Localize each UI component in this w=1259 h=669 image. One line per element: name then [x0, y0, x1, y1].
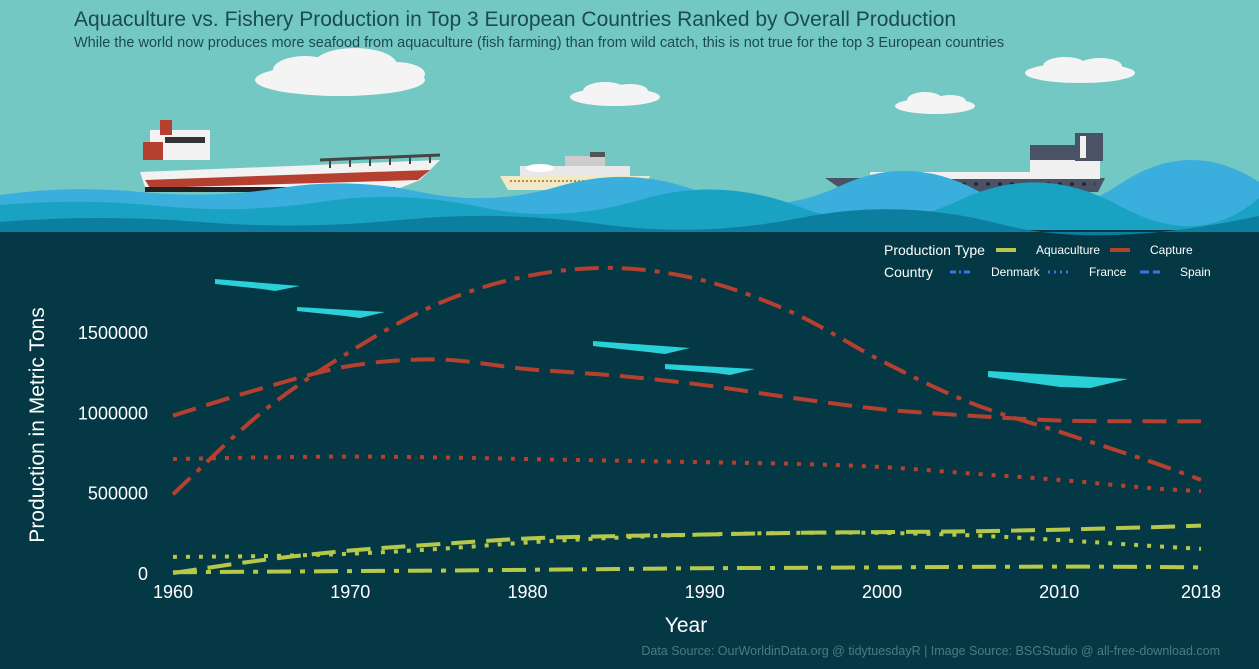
series-line-denmark-aquaculture — [172, 564, 1202, 575]
fish-icon — [593, 341, 690, 354]
series-line-spain-aquaculture — [172, 523, 1202, 575]
fish-icon — [215, 279, 300, 291]
series-line-france-capture — [172, 454, 1202, 494]
y-axis-label: Production in Metric Tons — [26, 307, 49, 542]
x-axis-label: Year — [665, 614, 707, 637]
fishing-boat-icon — [140, 120, 441, 192]
x-tick-label: 2000 — [862, 582, 902, 602]
x-tick-label: 2010 — [1039, 582, 1079, 602]
fish-group — [215, 279, 1128, 388]
chart-subtitle: While the world now produces more seafoo… — [74, 35, 1005, 51]
cloud-4 — [895, 92, 975, 114]
cloud-3 — [570, 82, 660, 106]
x-tick-label: 1990 — [685, 582, 725, 602]
fish-icon — [297, 307, 385, 318]
series-line-denmark-capture — [171, 265, 1202, 496]
data-source-caption: Data Source: OurWorldinData.org @ tidytu… — [641, 644, 1220, 658]
legend-label-capture: Capture — [1150, 243, 1193, 257]
y-axis: 0 500000 1000000 1500000 — [78, 323, 148, 584]
x-tick-label: 1970 — [330, 582, 370, 602]
y-tick-label: 0 — [138, 564, 148, 584]
chart-title: Aquaculture vs. Fishery Production in To… — [74, 8, 957, 31]
cloud-2 — [1025, 57, 1135, 83]
legend-label-france: France — [1089, 265, 1127, 279]
fish-icon — [665, 364, 755, 375]
clouds — [255, 48, 1135, 114]
y-tick-label: 500000 — [88, 484, 148, 504]
legend: Production Type Aquaculture Capture Coun… — [884, 242, 1211, 280]
legend-production-type-title: Production Type — [884, 242, 985, 258]
series-layer — [171, 265, 1202, 575]
wave-edge — [0, 209, 1259, 236]
series-line-spain-capture — [172, 357, 1202, 424]
x-tick-label: 1960 — [153, 582, 193, 602]
x-axis: 1960 1970 1980 1990 2000 2010 2018 — [153, 582, 1221, 602]
x-tick-label: 2018 — [1181, 582, 1221, 602]
cloud-1 — [255, 48, 425, 96]
x-tick-label: 1980 — [507, 582, 547, 602]
legend-label-denmark: Denmark — [991, 265, 1041, 279]
fish-icon — [988, 371, 1128, 388]
y-tick-label: 1500000 — [78, 323, 148, 343]
legend-label-spain: Spain — [1180, 265, 1211, 279]
legend-label-aquaculture: Aquaculture — [1036, 243, 1100, 257]
legend-country-title: Country — [884, 264, 933, 280]
y-tick-label: 1000000 — [78, 403, 148, 423]
